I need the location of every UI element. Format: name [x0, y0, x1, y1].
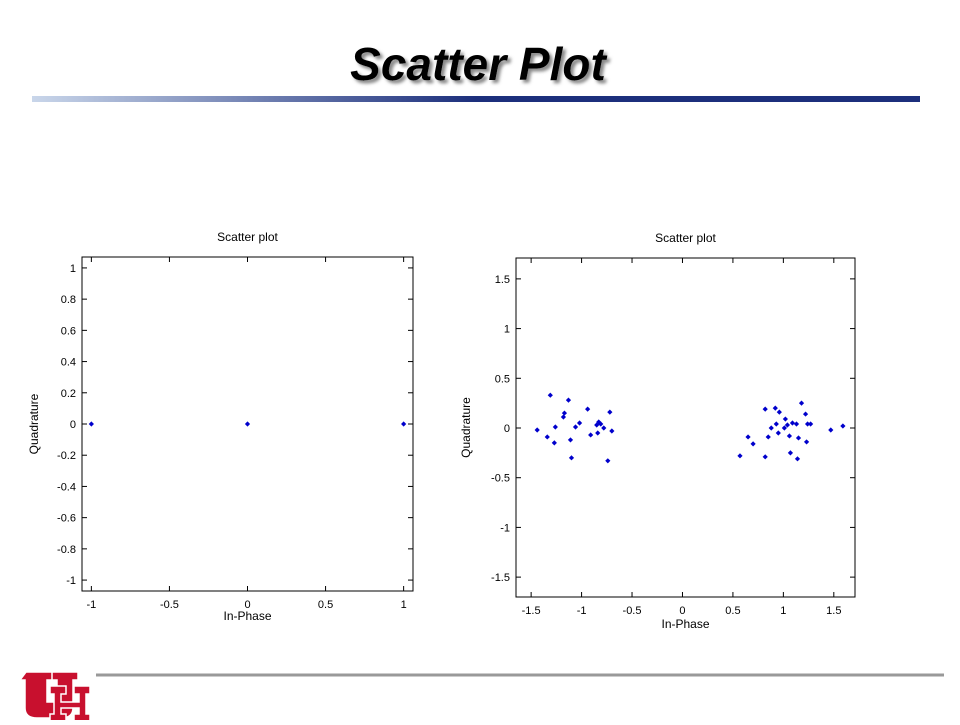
- x-tick-label: -0.5: [160, 599, 179, 611]
- point: [88, 421, 94, 427]
- point: [547, 392, 553, 398]
- point: [793, 421, 800, 427]
- y-tick-label: 0.8: [61, 294, 76, 306]
- y-tick-label: 0: [504, 423, 510, 435]
- point: [551, 440, 557, 446]
- point: [601, 425, 607, 431]
- plot-area: [515, 257, 856, 598]
- point: [803, 439, 810, 445]
- y-tick-label: -0.5: [491, 473, 510, 485]
- point: [782, 416, 788, 422]
- x-axis-label: In-Phase: [223, 609, 271, 623]
- y-tick-label: -0.4: [57, 481, 76, 493]
- point: [789, 420, 796, 426]
- point: [786, 433, 793, 439]
- point: [794, 456, 801, 462]
- point: [798, 400, 805, 406]
- point: [401, 421, 407, 427]
- x-tick-label: -0.5: [623, 605, 642, 617]
- x-tick-label: 1: [780, 605, 786, 617]
- y-axis-label: Quadrature: [27, 393, 41, 454]
- y-tick-label: 1: [504, 324, 510, 336]
- point: [828, 427, 834, 433]
- x-tick-label: 0.5: [318, 599, 333, 611]
- point: [784, 422, 791, 428]
- y-tick-label: -0.6: [57, 513, 76, 525]
- point: [596, 419, 602, 425]
- point: [737, 453, 743, 459]
- point: [544, 434, 550, 440]
- point: [607, 409, 613, 415]
- x-tick-label: 0: [679, 605, 685, 617]
- point: [802, 411, 809, 417]
- y-tick-label: -1.5: [491, 572, 510, 584]
- point: [808, 421, 814, 427]
- point: [585, 406, 591, 412]
- point: [768, 425, 774, 431]
- point: [762, 454, 768, 460]
- chart-title: Scatter plot: [217, 230, 278, 244]
- y-tick-label: -0.2: [57, 450, 76, 462]
- point: [534, 427, 540, 433]
- point: [772, 405, 778, 411]
- point: [552, 424, 558, 430]
- point: [595, 430, 601, 436]
- x-tick-label: 0: [244, 599, 250, 611]
- y-tick-label: -1: [66, 575, 76, 587]
- point: [781, 425, 787, 431]
- y-tick-label: 0.6: [61, 325, 76, 337]
- point: [605, 458, 611, 464]
- slide-title: Scatter Plot: [350, 38, 607, 90]
- point: [572, 424, 579, 430]
- point: [567, 437, 574, 443]
- point: [840, 423, 846, 429]
- y-tick-label: 0.2: [61, 388, 76, 400]
- point: [750, 441, 756, 447]
- chart-title: Scatter plot: [655, 231, 716, 245]
- y-tick-label: -0.8: [57, 544, 76, 556]
- x-tick-label: 1: [401, 599, 407, 611]
- point: [762, 406, 768, 412]
- x-tick-label: 1.5: [826, 605, 841, 617]
- x-tick-label: -1: [577, 605, 587, 617]
- point: [244, 421, 251, 427]
- point: [787, 450, 794, 456]
- point: [795, 435, 802, 441]
- x-tick-label: -1: [86, 599, 96, 611]
- y-tick-label: 0.4: [61, 357, 76, 369]
- y-axis-label: Quadrature: [459, 397, 473, 458]
- y-tick-label: 1.5: [495, 274, 510, 286]
- x-tick-label: 0.5: [725, 605, 740, 617]
- point: [765, 434, 771, 440]
- x-tick-label: -1.5: [522, 605, 541, 617]
- y-tick-label: 1: [70, 263, 76, 275]
- point: [561, 410, 568, 416]
- y-tick-label: 0.5: [495, 373, 510, 385]
- point: [598, 421, 604, 427]
- point: [745, 434, 751, 440]
- title-rule: [32, 96, 920, 102]
- point: [773, 421, 779, 427]
- x-axis-label: In-Phase: [661, 617, 709, 631]
- point: [776, 409, 782, 415]
- y-tick-label: -1: [500, 522, 510, 534]
- point: [588, 432, 594, 438]
- point: [568, 455, 575, 461]
- point: [609, 428, 615, 434]
- point: [560, 414, 567, 420]
- logo: [18, 671, 91, 723]
- point: [565, 397, 572, 403]
- y-tick-label: 0: [70, 419, 76, 431]
- point: [576, 420, 583, 426]
- point: [775, 430, 781, 436]
- point: [804, 421, 811, 427]
